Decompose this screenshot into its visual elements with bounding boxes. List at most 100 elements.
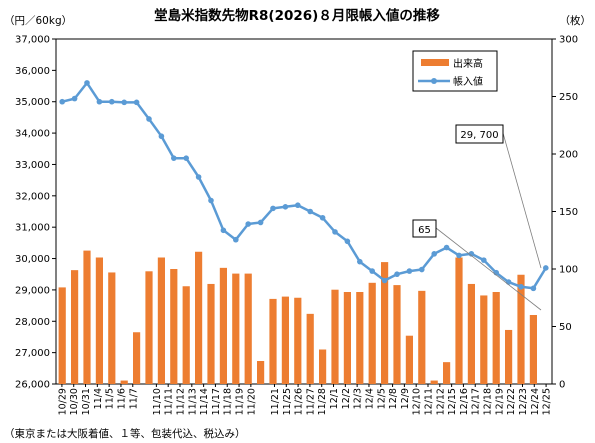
price-point — [121, 99, 127, 106]
price-point — [295, 202, 301, 209]
x-tick-label: 11/6 — [116, 388, 127, 409]
volume-bar — [108, 272, 116, 384]
volume-bars — [58, 250, 537, 384]
price-line — [59, 80, 549, 292]
right-tick-label: 150 — [559, 207, 578, 218]
volume-bar — [467, 283, 475, 384]
volume-bar — [83, 250, 91, 384]
price-point — [233, 236, 239, 243]
x-tick-label: 12/22 — [506, 388, 517, 415]
volume-bar — [257, 361, 265, 384]
price-point — [344, 238, 351, 245]
legend-box — [412, 50, 498, 92]
callout-label-price: 29, 700 — [460, 130, 498, 141]
x-tick-label: 11/26 — [294, 388, 305, 415]
legend: 出来高 帳入値 — [412, 50, 498, 92]
price-point — [530, 285, 537, 292]
volume-bar — [133, 332, 141, 384]
volume-bar — [244, 273, 252, 384]
x-tick-label: 12/5 — [376, 388, 387, 409]
volume-bar — [306, 313, 314, 384]
price-point — [307, 208, 314, 215]
x-tick-label: 12/3 — [353, 388, 364, 409]
left-tick-label: 35,000 — [15, 97, 50, 108]
x-tick-label: 12/11 — [424, 388, 435, 415]
price-point — [282, 203, 289, 210]
price-point — [443, 244, 450, 251]
volume-bar — [455, 257, 463, 384]
x-tick-label: 12/16 — [459, 388, 470, 415]
legend-swatch-volume — [421, 59, 449, 66]
volume-bar — [120, 380, 128, 384]
right-axis-unit: （枚） — [560, 14, 592, 27]
x-tick-label: 11/5 — [105, 388, 116, 409]
price-point — [456, 252, 462, 259]
legend-label-volume: 出来高 — [453, 57, 483, 70]
x-tick-label: 12/4 — [364, 388, 375, 409]
price-point — [84, 80, 90, 86]
price-point — [481, 257, 487, 263]
price-point — [270, 205, 276, 212]
x-tick-label: 11/10 — [152, 388, 163, 415]
x-tick-label: 11/20 — [246, 388, 257, 415]
price-point — [195, 174, 202, 180]
left-tick-label: 28,000 — [15, 317, 50, 328]
x-axis: 10/29 10/30 10/31 11/4 11/5 11/6 11/7 11/10 11/1… — [57, 384, 553, 415]
x-tick-label: 11/14 — [199, 388, 210, 415]
volume-bar — [492, 292, 500, 384]
price-point — [133, 99, 140, 106]
left-tick-label: 33,000 — [15, 160, 50, 171]
x-tick-label: 12/24 — [530, 388, 541, 415]
right-tick-label: 200 — [559, 150, 578, 161]
left-tick-label: 26,000 — [15, 380, 50, 391]
x-tick-label: 12/1 — [329, 388, 340, 409]
volume-bar — [319, 349, 327, 384]
price-point — [394, 271, 400, 278]
x-tick-label: 12/9 — [400, 388, 411, 409]
volume-bar — [95, 257, 103, 384]
price-point — [406, 268, 413, 274]
left-tick-label: 34,000 — [15, 129, 50, 140]
left-tick-label: 30,000 — [15, 254, 50, 265]
price-point — [59, 98, 65, 105]
price-point — [468, 251, 475, 257]
x-tick-label: 12/25 — [542, 388, 553, 415]
volume-bar — [343, 292, 351, 384]
right-tick-label: 250 — [559, 92, 578, 103]
price-point — [183, 155, 189, 161]
x-tick-label: 12/19 — [494, 388, 505, 415]
callout-box-volume — [412, 219, 437, 238]
volume-bar — [405, 335, 413, 384]
price-point — [543, 265, 549, 271]
price-point — [171, 155, 177, 161]
price-point — [419, 266, 425, 273]
volume-bar — [145, 271, 153, 384]
legend-swatch-price-marker — [431, 78, 437, 84]
price-point — [518, 283, 524, 290]
price-point — [146, 116, 152, 122]
volume-bar — [331, 289, 339, 384]
callout-label-volume: 65 — [418, 225, 431, 236]
price-point — [369, 268, 376, 274]
price-point — [208, 197, 214, 204]
price-point — [381, 277, 388, 284]
volume-bar — [443, 362, 451, 384]
volume-bar — [430, 380, 438, 384]
x-tick-label: 12/17 — [471, 388, 482, 415]
x-tick-label: 11/13 — [187, 388, 198, 415]
footnote: （東京または大阪着値、１等、包装代込、税込み） — [4, 427, 246, 440]
x-tick-label: 11/18 — [223, 388, 234, 415]
right-tick-label: 100 — [559, 265, 578, 276]
callout-box-price — [455, 124, 504, 144]
x-tick-label: 12/23 — [518, 388, 529, 415]
callout-leader-volume — [435, 227, 542, 311]
x-tick-label: 12/15 — [447, 388, 458, 415]
volume-bar — [393, 285, 401, 384]
volume-bar — [58, 287, 66, 384]
volume-bar — [71, 270, 79, 384]
price-point — [96, 98, 103, 105]
left-axis-unit: （円／60kg） — [4, 15, 72, 27]
left-tick-label: 27,000 — [15, 348, 50, 359]
x-tick-label: 10/29 — [57, 388, 68, 415]
